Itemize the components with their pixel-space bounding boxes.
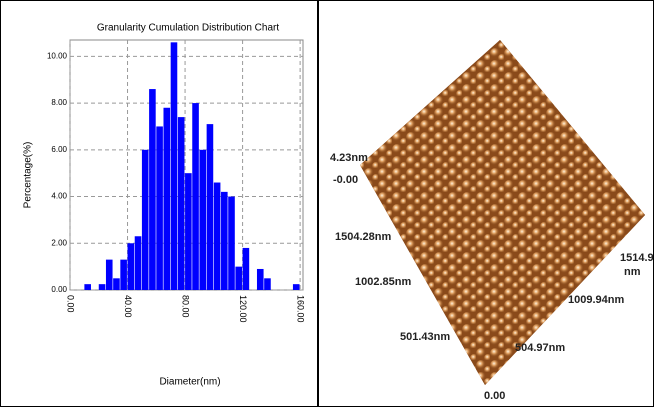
x-tick-label: 80.00	[181, 295, 191, 318]
x-axis-label: Diameter(nm)	[159, 377, 220, 388]
bar	[142, 150, 149, 290]
bar	[113, 278, 120, 290]
x-tick-label: 160.00	[296, 295, 306, 323]
x-tick-label: 0.00	[66, 295, 76, 313]
bar	[135, 236, 142, 290]
figure: Granularity Cumulation Distribution Char…	[0, 0, 654, 407]
x-tick-label: 40.00	[123, 295, 133, 318]
bar	[99, 284, 106, 290]
bar	[192, 103, 199, 290]
bar	[106, 260, 113, 290]
y-tick-label: 10.00	[47, 51, 68, 60]
bar	[221, 192, 228, 290]
bar	[293, 284, 300, 290]
y-tick-label: 0.00	[51, 285, 67, 294]
y-tick-label: 6.00	[51, 145, 67, 154]
y-tick-label: 4.00	[51, 192, 67, 201]
bar	[199, 150, 206, 290]
x-tick-label: 120.00	[238, 295, 248, 323]
afm-label: 0.00	[484, 390, 505, 402]
bar	[257, 269, 264, 290]
bar	[171, 42, 178, 290]
afm-label: 1009.94nm	[568, 294, 624, 306]
afm-label: 504.97nm	[515, 342, 565, 354]
y-tick-label: 8.00	[51, 98, 67, 107]
afm-label: 1514.91	[620, 252, 654, 264]
afm-label: -0.00	[333, 174, 358, 186]
afm-label: 501.43nm	[400, 331, 450, 343]
bar	[149, 89, 156, 290]
bar	[156, 126, 163, 290]
bar	[264, 278, 271, 290]
bar	[178, 117, 185, 290]
afm-label: 1002.85nm	[355, 276, 411, 288]
afm-label: nm	[624, 266, 641, 278]
bar	[228, 197, 235, 290]
afm-label: 1504.28nm	[335, 231, 391, 243]
bar	[207, 124, 214, 290]
bar	[235, 267, 242, 290]
y-axis-label: Percentage(%)	[23, 142, 34, 209]
bar	[84, 284, 91, 290]
bar	[128, 243, 135, 290]
bar	[120, 260, 127, 290]
y-tick-label: 2.00	[51, 238, 67, 247]
bar	[185, 173, 192, 290]
bar	[243, 248, 250, 290]
chart-title: Granularity Cumulation Distribution Char…	[97, 23, 280, 34]
bar	[214, 183, 221, 290]
afm-label: 4.23nm	[330, 152, 368, 164]
bar	[163, 108, 170, 290]
